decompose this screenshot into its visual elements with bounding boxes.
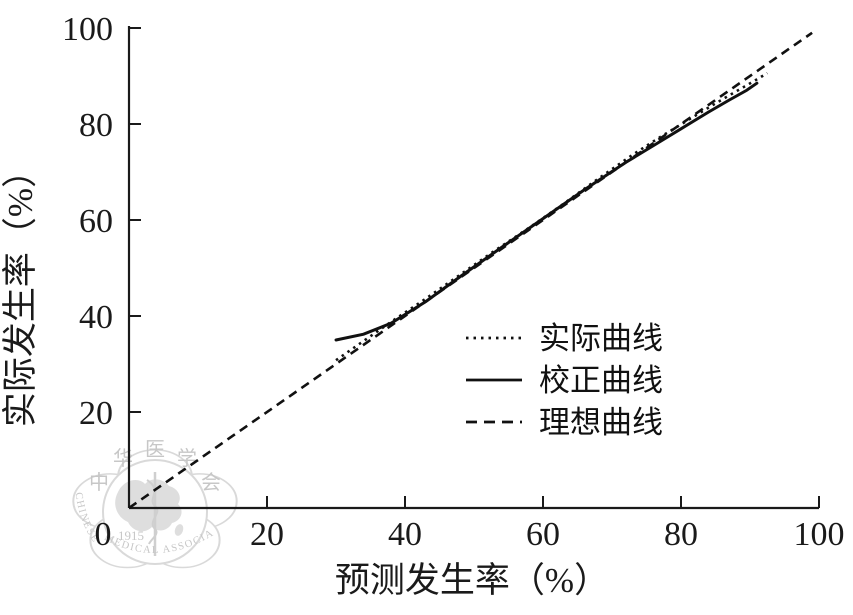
y-tick-label: 80 <box>79 107 113 144</box>
y-tick-label: 40 <box>79 299 113 336</box>
y-tick-label: 60 <box>79 203 113 240</box>
legend-item-actual-curve: 实际曲线 <box>466 317 663 359</box>
watermark-ring-char: 学 <box>177 447 197 470</box>
dotted-line-swatch-icon <box>466 336 522 340</box>
legend-label: 理想曲线 <box>539 404 663 440</box>
x-tick-label: 80 <box>664 516 698 553</box>
legend-item-corrected-curve: 校正曲线 <box>466 359 663 401</box>
y-tick-label: 100 <box>62 11 113 48</box>
x-tick-label: 60 <box>526 516 560 553</box>
legend: 实际曲线 校正曲线 理想曲线 <box>466 317 663 443</box>
series-curve-dashed <box>128 31 813 510</box>
y-axis-title: 实际发生率（%） <box>1 153 40 427</box>
x-tick-label: 100 <box>794 516 845 553</box>
watermark-year: 1915 <box>118 528 144 543</box>
origin-tick-label: 0 <box>95 516 112 553</box>
x-tick-label: 40 <box>388 516 422 553</box>
y-tick-label: 20 <box>79 395 113 432</box>
watermark-ring-char: 中 <box>89 471 109 494</box>
watermark-snake <box>146 479 159 545</box>
chart-layer: 0 20 40 60 80 100 20 40 60 80 100 <box>62 11 845 553</box>
x-axis-title: 预测发生率（%） <box>335 561 609 600</box>
series-curve-solid <box>334 81 759 342</box>
series-curve-dotted <box>335 71 768 362</box>
x-tick-label: 20 <box>250 516 284 553</box>
watermark-ring-char: 医 <box>145 439 165 461</box>
legend-label: 实际曲线 <box>539 320 663 356</box>
watermark-island <box>174 524 184 536</box>
legend-item-ideal-curve: 理想曲线 <box>466 401 663 443</box>
watermark-ring-char: 会 <box>201 471 221 494</box>
dashed-line-swatch-icon <box>466 420 522 424</box>
watermark-china-map <box>115 479 182 532</box>
solid-line-swatch-icon <box>466 378 522 382</box>
legend-label: 校正曲线 <box>539 362 663 398</box>
